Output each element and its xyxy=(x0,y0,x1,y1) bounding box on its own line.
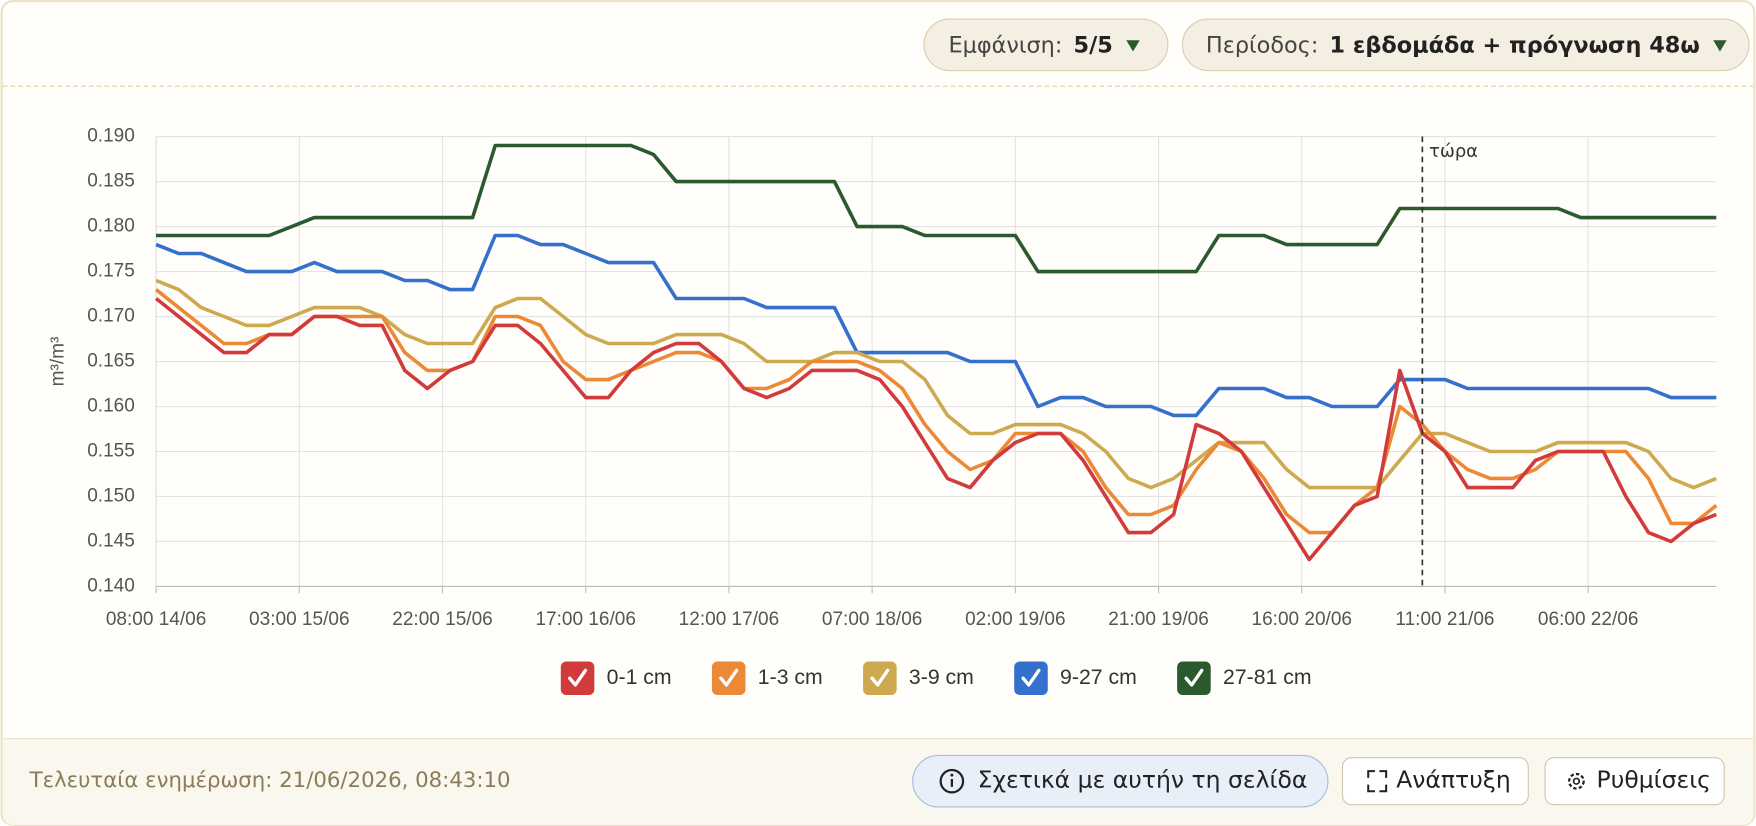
display-dropdown[interactable]: Εμφάνιση: 5/5 xyxy=(923,18,1169,72)
x-tick-label: 02:00 19/06 xyxy=(965,609,1065,630)
legend-checkbox[interactable] xyxy=(1177,661,1211,696)
gear-icon xyxy=(1572,777,1581,785)
y-tick-label: 0.185 xyxy=(87,171,135,192)
legend-item[interactable]: 9-27 cm xyxy=(1014,661,1137,696)
y-axis-label: m³/m³ xyxy=(48,337,69,387)
checkmark xyxy=(1021,668,1041,687)
x-tick-label: 12:00 17/06 xyxy=(679,609,779,630)
dropdown-label: Εμφάνιση: xyxy=(949,32,1063,58)
y-tick-label: 0.165 xyxy=(87,351,135,372)
dropdown-value: 1 εβδομάδα + πρόγνωση 48ω xyxy=(1330,32,1700,58)
legend-label: 27-81 cm xyxy=(1223,665,1312,689)
button-bg[interactable] xyxy=(912,754,1329,808)
checkmark xyxy=(1184,668,1204,687)
y-tick-label: 0.190 xyxy=(87,126,135,147)
button-bg[interactable] xyxy=(1341,757,1529,806)
legend-checkbox[interactable] xyxy=(560,661,595,696)
series-line xyxy=(156,143,1717,274)
series-line xyxy=(155,233,1717,418)
info-icon xyxy=(939,768,965,794)
button-label: Σχετικά με αυτήν τη σελίδα xyxy=(978,766,1308,794)
x-tick-label: 07:00 18/06 xyxy=(822,609,922,630)
expand-button[interactable]: Ανάπτυξη xyxy=(1341,757,1529,806)
period-dropdown[interactable]: Περίοδος: 1 εβδομάδα + πρόγνωση 48ω xyxy=(1181,18,1750,72)
dropdown-bg[interactable] xyxy=(1181,18,1750,72)
legend-label: 1-3 cm xyxy=(758,665,823,689)
x-tick-label: 06:00 22/06 xyxy=(1538,609,1638,630)
y-tick-label: 0.160 xyxy=(87,396,135,417)
x-tick-label: 03:00 15/06 xyxy=(249,609,349,630)
y-tick-label: 0.175 xyxy=(87,261,135,282)
legend-checkbox[interactable] xyxy=(711,661,746,696)
y-tick-label: 0.145 xyxy=(87,531,135,552)
x-tick-label: 11:00 21/06 xyxy=(1395,609,1494,630)
checkmark xyxy=(870,668,890,687)
legend-label: 9-27 cm xyxy=(1060,665,1137,689)
y-tick-label: 0.180 xyxy=(87,216,135,237)
legend-item[interactable]: 27-81 cm xyxy=(1177,661,1312,696)
legend-item[interactable]: 3-9 cm xyxy=(863,661,974,696)
last-update: Τελευταία ενημέρωση: 21/06/2026, 08:43:1… xyxy=(29,768,511,793)
gear-icon xyxy=(1568,772,1585,790)
series-line xyxy=(154,288,1718,535)
info-icon xyxy=(950,773,954,777)
legend-item[interactable]: 1-3 cm xyxy=(711,661,823,696)
button-bg[interactable] xyxy=(1544,757,1725,806)
y-tick-label: 0.155 xyxy=(87,441,135,462)
y-tick-label: 0.150 xyxy=(87,486,135,507)
about-button[interactable]: Σχετικά με αυτήν τη σελίδα xyxy=(912,754,1329,808)
settings-button[interactable]: Ρυθμίσεις xyxy=(1544,757,1725,806)
series-line xyxy=(154,297,1717,562)
y-tick-label: 0.170 xyxy=(87,306,135,327)
button-label: Ανάπτυξη xyxy=(1396,766,1511,794)
dropdown-arrow xyxy=(1126,40,1140,52)
y-tick-label: 0.140 xyxy=(87,576,135,597)
plot: 0.140 0.145 0.150 0.155 0.160 0.165 0.170 0.175… xyxy=(48,126,1718,696)
dropdown-label: Περίοδος: xyxy=(1206,32,1318,58)
dropdown-value: 5/5 xyxy=(1074,32,1113,58)
legend-checkbox[interactable] xyxy=(863,661,897,696)
series-line xyxy=(155,278,1717,490)
x-tick-label: 17:00 16/06 xyxy=(535,609,635,630)
legend-item[interactable]: 0-1 cm xyxy=(560,661,672,696)
legend-label: 3-9 cm xyxy=(909,665,974,689)
legend-checkbox[interactable] xyxy=(1014,661,1048,696)
x-tick-label: 21:00 19/06 xyxy=(1108,609,1208,630)
dropdown-bg[interactable] xyxy=(923,18,1169,72)
checkmark xyxy=(719,668,739,687)
dropdown-arrow xyxy=(1713,40,1727,52)
checkmark xyxy=(568,668,588,687)
x-tick-label: 16:00 20/06 xyxy=(1252,609,1352,630)
expand-icon xyxy=(1367,770,1388,793)
legend-label: 0-1 cm xyxy=(607,665,672,689)
button-label: Ρυθμίσεις xyxy=(1597,766,1711,794)
now-label: τώρα xyxy=(1429,141,1478,162)
x-tick-label: 08:00 14/06 xyxy=(106,609,206,630)
x-tick-label: 22:00 15/06 xyxy=(392,609,492,630)
